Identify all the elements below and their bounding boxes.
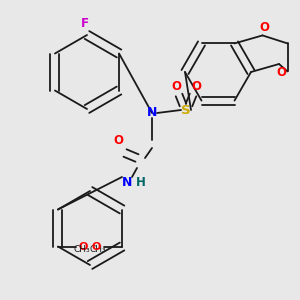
Text: O: O [171,80,181,94]
Text: N: N [147,106,157,119]
Text: S: S [181,103,191,116]
Text: F: F [81,17,89,30]
Text: CH₃: CH₃ [90,245,106,254]
Text: H: H [136,176,146,188]
Text: CH₃: CH₃ [74,245,90,254]
Text: N: N [122,176,132,188]
Text: O: O [191,80,201,94]
Text: O: O [276,65,286,79]
Text: O: O [113,134,123,148]
Text: O: O [92,242,101,251]
Text: O: O [260,21,269,34]
Text: O: O [79,242,88,251]
